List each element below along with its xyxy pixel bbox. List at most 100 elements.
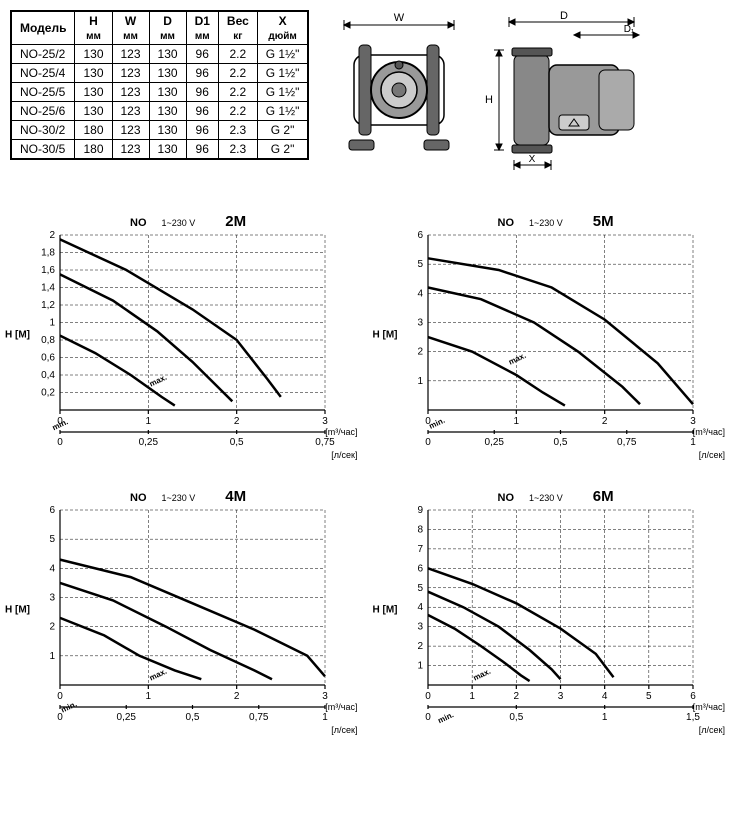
table-cell: 130	[75, 102, 112, 121]
table-cell: G 1½"	[257, 83, 308, 102]
chart-voltage: 1~230 V	[162, 493, 196, 503]
pump-diagram: W D D₁	[329, 10, 730, 175]
table-cell: 96	[186, 102, 218, 121]
chart-model-label: NO	[130, 217, 147, 229]
svg-text:1: 1	[49, 651, 55, 662]
svg-text:0,5: 0,5	[553, 437, 567, 448]
svg-text:4: 4	[417, 288, 423, 299]
svg-text:1: 1	[469, 691, 475, 702]
table-cell: 123	[112, 64, 149, 83]
svg-text:3: 3	[417, 622, 423, 633]
svg-text:1: 1	[146, 691, 152, 702]
table-row: NO-25/6130123130962.2G 1½"	[11, 102, 308, 121]
table-cell: 123	[112, 45, 149, 64]
svg-text:0,5: 0,5	[509, 712, 523, 723]
chart-model-label: NO	[498, 492, 515, 504]
svg-text:5: 5	[646, 691, 652, 702]
table-cell: 130	[75, 45, 112, 64]
svg-text:0,25: 0,25	[117, 712, 137, 723]
svg-text:6: 6	[417, 230, 423, 241]
x1-axis-label: [m³/час]	[693, 702, 725, 712]
chart-title: NO 1~230 V 5M	[498, 213, 614, 230]
svg-text:3: 3	[322, 416, 328, 427]
svg-text:max.: max.	[148, 667, 168, 683]
chart-voltage: 1~230 V	[529, 493, 563, 503]
svg-text:0: 0	[57, 437, 63, 448]
dim-label-h: H	[485, 94, 493, 106]
chart-title: NO 1~230 V 6M	[498, 488, 614, 505]
table-cell: 2.2	[218, 64, 257, 83]
y-axis-label: H [M]	[5, 605, 30, 616]
table-cell: 123	[112, 83, 149, 102]
svg-text:1: 1	[417, 661, 423, 672]
svg-text:5: 5	[417, 259, 423, 270]
svg-text:0: 0	[57, 691, 63, 702]
dim-label-d: D	[560, 10, 568, 22]
svg-text:1,5: 1,5	[686, 712, 700, 723]
dim-label-d1: D₁	[624, 24, 635, 35]
table-cell: 180	[75, 121, 112, 140]
svg-text:1,8: 1,8	[41, 248, 55, 259]
table-cell: G 2"	[257, 121, 308, 140]
table-cell: 130	[149, 83, 186, 102]
table-cell: NO-25/4	[11, 64, 75, 83]
svg-text:2: 2	[234, 416, 240, 427]
chart-model-label: NO	[130, 492, 147, 504]
svg-text:0,25: 0,25	[484, 437, 504, 448]
spec-table: МодельHммWммDммD1ммВескгXдюйм NO-25/2130…	[10, 10, 309, 160]
table-cell: 2.2	[218, 83, 257, 102]
table-cell: 130	[75, 83, 112, 102]
x2-axis-label: [л/сек]	[331, 450, 357, 460]
table-cell: 130	[149, 45, 186, 64]
svg-text:4: 4	[417, 602, 423, 613]
x2-axis-label: [л/сек]	[331, 725, 357, 735]
svg-text:6: 6	[49, 505, 55, 516]
chart-wrapper: NO 1~230 V 5M H [M] [m³/час] [л/сек] 123…	[378, 205, 731, 465]
svg-text:1,6: 1,6	[41, 265, 55, 276]
svg-text:0,6: 0,6	[41, 353, 55, 364]
svg-text:3: 3	[417, 318, 423, 329]
table-cell: 123	[112, 102, 149, 121]
svg-text:0: 0	[425, 437, 431, 448]
x2-axis-label: [л/сек]	[699, 725, 725, 735]
svg-text:min.: min.	[436, 710, 455, 725]
svg-text:2: 2	[513, 691, 519, 702]
table-header: Вескг	[218, 11, 257, 45]
svg-text:0,75: 0,75	[315, 437, 335, 448]
table-cell: 2.3	[218, 140, 257, 160]
dim-label-w: W	[394, 12, 405, 24]
svg-text:4: 4	[601, 691, 607, 702]
svg-text:0,75: 0,75	[617, 437, 637, 448]
table-cell: 180	[75, 140, 112, 160]
svg-text:0: 0	[425, 712, 431, 723]
chart-voltage: 1~230 V	[162, 218, 196, 228]
table-cell: 130	[149, 121, 186, 140]
svg-text:3: 3	[690, 416, 696, 427]
table-header: Dмм	[149, 11, 186, 45]
table-header: Xдюйм	[257, 11, 308, 45]
x1-axis-label: [m³/час]	[325, 427, 357, 437]
top-row: МодельHммWммDммD1ммВескгXдюйм NO-25/2130…	[10, 10, 730, 175]
y-axis-label: H [M]	[5, 330, 30, 341]
chart-wrapper: NO 1~230 V 2M H [M] [m³/час] [л/сек] 0,2…	[10, 205, 363, 465]
svg-text:1,2: 1,2	[41, 300, 55, 311]
table-cell: 130	[149, 64, 186, 83]
svg-text:3: 3	[49, 593, 55, 604]
svg-text:0,5: 0,5	[186, 712, 200, 723]
table-cell: 2.2	[218, 45, 257, 64]
table-row: NO-30/2180123130962.3G 2"	[11, 121, 308, 140]
table-cell: 130	[75, 64, 112, 83]
table-cell: 96	[186, 140, 218, 160]
chart-2M: 0,20,40,60,811,21,41,61,82012300,250,50,…	[10, 205, 340, 465]
svg-text:1: 1	[601, 712, 607, 723]
svg-text:max.: max.	[471, 667, 491, 683]
table-cell: G 1½"	[257, 102, 308, 121]
chart-voltage: 1~230 V	[529, 218, 563, 228]
charts-grid: NO 1~230 V 2M H [M] [m³/час] [л/сек] 0,2…	[10, 205, 730, 740]
svg-text:2: 2	[49, 230, 55, 241]
chart-size: 6M	[593, 488, 614, 505]
svg-text:1: 1	[690, 437, 696, 448]
svg-text:2: 2	[601, 416, 607, 427]
x1-axis-label: [m³/час]	[693, 427, 725, 437]
table-cell: 123	[112, 140, 149, 160]
